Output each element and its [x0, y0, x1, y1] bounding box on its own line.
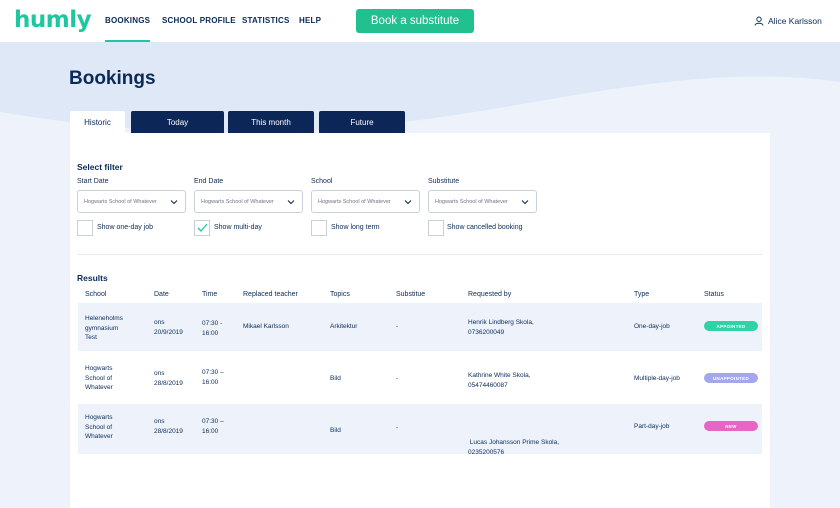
- end-date-label: End Date: [194, 178, 224, 185]
- row1-time: 07:30 -16:00: [202, 320, 223, 337]
- cancelled-booking-label: Show cancelled booking: [447, 224, 523, 231]
- row3-school: Hogwarts School of Whatever: [85, 414, 113, 440]
- user-icon: [754, 16, 764, 26]
- row2-topics: Bild: [330, 375, 341, 382]
- row2-date: ons 28/8/2019: [154, 370, 183, 387]
- long-term-checkbox[interactable]: [311, 220, 327, 236]
- tab-historic[interactable]: Historic: [70, 111, 125, 133]
- row3-type: Part-day-job: [634, 423, 670, 430]
- col-substitute: Substitue: [396, 291, 426, 298]
- substitute-value: Hogwarts School of Whatever: [435, 198, 508, 205]
- table-row[interactable]: [78, 303, 762, 351]
- one-day-job-label: Show one-day job: [97, 224, 154, 231]
- one-day-job-checkbox[interactable]: [77, 220, 93, 236]
- end-date-value: Hogwarts School of Whatever: [201, 198, 274, 205]
- school-select[interactable]: Hogwarts School of Whatever: [311, 190, 420, 213]
- filter-title: Select filter: [77, 162, 123, 172]
- tab-future[interactable]: Future: [319, 111, 405, 133]
- multi-day-checkbox[interactable]: [194, 220, 210, 236]
- divider: [78, 254, 762, 255]
- results-title: Results: [77, 273, 108, 283]
- school-value: Hogwarts School of Whatever: [318, 198, 391, 205]
- col-time: Time: [202, 291, 218, 298]
- start-date-value: Hogwarts School of Whatever: [84, 198, 157, 205]
- chevron-down-icon: [287, 200, 295, 205]
- table-row[interactable]: [78, 404, 762, 454]
- user-menu[interactable]: Alice Karlsson: [754, 16, 822, 26]
- col-topics: Topics: [330, 291, 350, 298]
- chevron-down-icon: [404, 200, 412, 205]
- page-title: Bookings: [69, 68, 156, 89]
- start-date-select[interactable]: Hogwarts School of Whatever: [77, 190, 186, 213]
- row1-requested-by: Henrik Lindberg Skola, 0736200049: [468, 319, 534, 336]
- row3-requested-by: Lucas Johansson Prime Skola, 0235200576: [468, 439, 560, 456]
- multi-day-label: Show multi-day: [214, 224, 262, 231]
- cancelled-booking-checkbox[interactable]: [428, 220, 444, 236]
- chevron-down-icon: [170, 200, 178, 205]
- status-badge: APPOINTED: [704, 321, 758, 331]
- nav-statistics[interactable]: STATISTICS: [242, 16, 290, 25]
- row3-topics: Bild: [330, 427, 341, 434]
- tab-this-month[interactable]: This month: [228, 111, 314, 133]
- row2-time: 07:30 –16:00: [202, 369, 224, 386]
- row3-date: ons 28/8/2019: [154, 418, 183, 435]
- row1-substitute: -: [396, 323, 399, 330]
- row1-school: Heleneholms gymnasium Test: [85, 315, 123, 341]
- row3-substitute: -: [396, 424, 399, 431]
- status-badge: NEW: [704, 421, 758, 431]
- row3-time: 07:30 –16:00: [202, 418, 224, 435]
- long-term-label: Show long term: [331, 224, 380, 231]
- row1-date: ons 20/9/2019: [154, 319, 183, 336]
- substitute-select[interactable]: Hogwarts School of Whatever: [428, 190, 537, 213]
- nav-bookings[interactable]: BOOKINGS: [105, 16, 151, 42]
- col-type: Type: [634, 291, 650, 298]
- col-replaced-teacher: Replaced teacher: [243, 291, 298, 298]
- row1-replaced-teacher: Mikael Karlsson: [243, 323, 289, 330]
- row2-type: Multiple-day-job: [634, 375, 680, 382]
- start-date-label: Start Date: [77, 178, 109, 185]
- book-substitute-button[interactable]: Book a substitute: [356, 9, 474, 33]
- end-date-select[interactable]: Hogwarts School of Whatever: [194, 190, 303, 213]
- school-label: School: [311, 178, 333, 185]
- col-school: School: [85, 291, 107, 298]
- row1-type: One-day-job: [634, 323, 670, 330]
- humly-logo[interactable]: humly: [14, 7, 92, 33]
- status-badge: UNAPPOINTED: [704, 373, 758, 383]
- col-status: Status: [704, 291, 724, 298]
- nav-help[interactable]: HELP: [299, 16, 322, 25]
- chevron-down-icon: [521, 200, 529, 205]
- check-icon: [197, 223, 208, 232]
- substitute-label: Substitute: [428, 178, 460, 185]
- row2-school: Hogwarts School of Whatever: [85, 365, 113, 391]
- row1-topics: Arkitektur: [330, 323, 358, 330]
- nav-school-profile[interactable]: SCHOOL PROFILE: [162, 16, 236, 25]
- col-requested-by: Requested by: [468, 291, 512, 298]
- user-name: Alice Karlsson: [768, 16, 822, 26]
- tab-today[interactable]: Today: [131, 111, 224, 133]
- row2-requested-by: Kathrine White Skola, 05474460087: [468, 372, 531, 389]
- row2-substitute: -: [396, 375, 399, 382]
- col-date: Date: [154, 291, 169, 298]
- top-header: humly BOOKINGS SCHOOL PROFILE STATISTICS…: [0, 0, 840, 42]
